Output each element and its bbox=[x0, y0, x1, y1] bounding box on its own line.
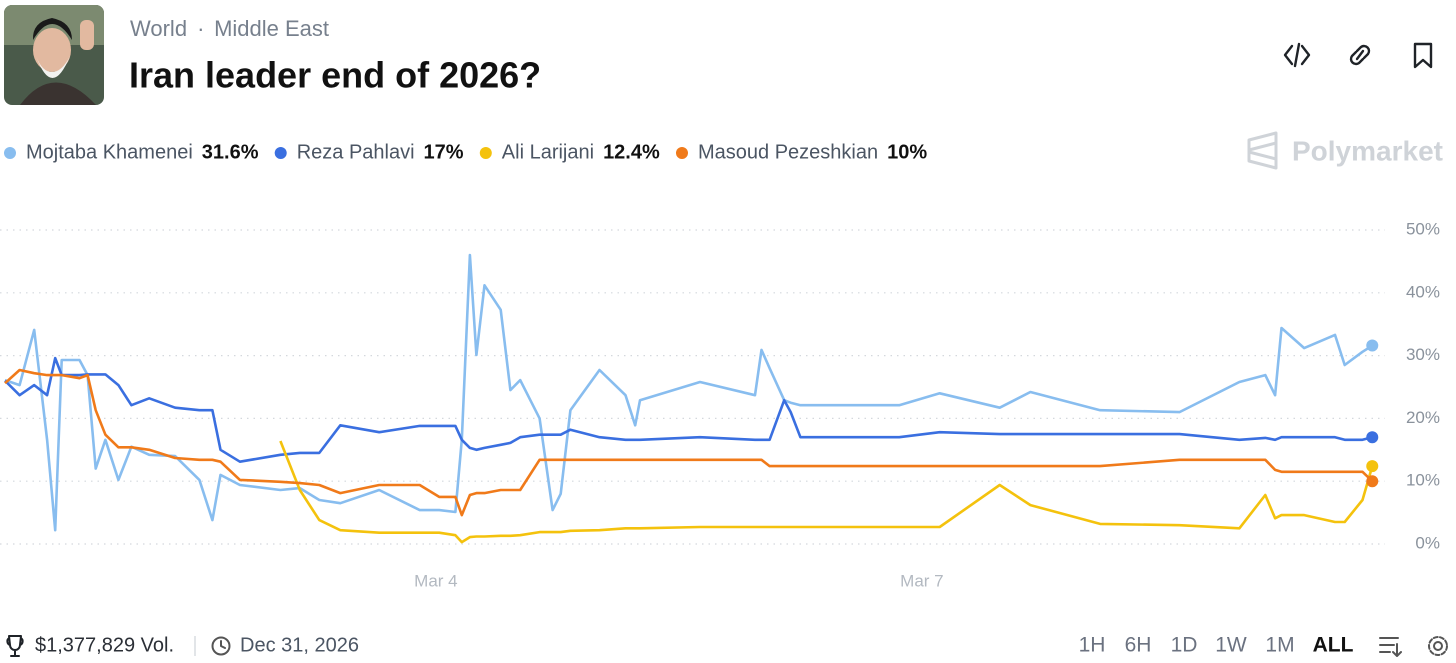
y-tick-label: 40% bbox=[1406, 282, 1440, 301]
series-end-dot bbox=[1366, 460, 1379, 473]
legend-name: Ali Larijani bbox=[502, 141, 594, 163]
series-end-dot bbox=[1366, 339, 1379, 352]
legend-name: Reza Pahlavi bbox=[297, 141, 415, 163]
series-line bbox=[4, 368, 1374, 517]
settings-button[interactable] bbox=[1428, 636, 1448, 656]
legend-dot bbox=[479, 147, 492, 159]
breadcrumb-item[interactable]: Middle East bbox=[214, 16, 329, 41]
series-end-dot bbox=[1366, 431, 1379, 444]
x-tick-label: Mar 4 bbox=[414, 571, 457, 590]
legend: Mojtaba Khamenei 31.6% Reza Pahlavi 17% Ali … bbox=[4, 141, 927, 163]
breadcrumb-item[interactable]: World bbox=[130, 16, 187, 41]
range-button[interactable]: 1M bbox=[1265, 634, 1294, 657]
range-button[interactable]: 1H bbox=[1079, 634, 1106, 657]
breadcrumb-separator: · bbox=[197, 16, 204, 41]
brand-logo: Polymarket bbox=[1247, 131, 1443, 170]
y-tick-label: 0% bbox=[1415, 533, 1440, 552]
legend-dot bbox=[4, 147, 16, 159]
x-tick-label: Mar 7 bbox=[900, 571, 943, 590]
end-date: Dec 31, 2026 bbox=[211, 634, 359, 656]
volume: $1,377,829 Vol. bbox=[6, 634, 174, 657]
legend-dot bbox=[274, 147, 287, 159]
range-button[interactable]: 1W bbox=[1215, 634, 1247, 657]
bookmark-button[interactable] bbox=[1413, 42, 1433, 69]
y-tick-label: 50% bbox=[1406, 219, 1440, 238]
legend-name: Masoud Pezeshkian bbox=[698, 141, 878, 163]
series-end-dot bbox=[1366, 475, 1379, 488]
y-tick-label: 30% bbox=[1406, 345, 1440, 364]
legend-value: 10% bbox=[887, 141, 927, 163]
y-tick-label: 10% bbox=[1406, 471, 1440, 490]
range-selector: 1H 6H 1D 1W 1M ALL bbox=[1079, 634, 1354, 657]
legend-value: 17% bbox=[424, 141, 464, 163]
market-title: Iran leader end of 2026? bbox=[129, 55, 541, 96]
range-button[interactable]: ALL bbox=[1313, 634, 1354, 657]
brand-name: Polymarket bbox=[1292, 135, 1443, 166]
plot: 0% 10% 20% 30% 40% 50% Mar 4 Mar 7 bbox=[0, 219, 1440, 590]
embed-button[interactable] bbox=[1283, 42, 1311, 68]
sort-button[interactable] bbox=[1379, 637, 1402, 657]
range-button[interactable]: 1D bbox=[1171, 634, 1198, 657]
legend-name: Mojtaba Khamenei bbox=[26, 141, 193, 163]
end-date-text: Dec 31, 2026 bbox=[240, 634, 359, 656]
series-line bbox=[279, 440, 1374, 544]
avatar bbox=[4, 5, 104, 105]
copy-link-button[interactable] bbox=[1349, 44, 1371, 66]
series-line bbox=[4, 253, 1373, 532]
legend-value: 31.6% bbox=[202, 141, 259, 163]
range-button[interactable]: 6H bbox=[1125, 634, 1152, 657]
legend-value: 12.4% bbox=[603, 141, 660, 163]
series-line bbox=[4, 356, 1373, 463]
volume-text: $1,377,829 Vol. bbox=[35, 634, 174, 656]
y-tick-label: 20% bbox=[1406, 408, 1440, 427]
legend-dot bbox=[675, 147, 688, 159]
